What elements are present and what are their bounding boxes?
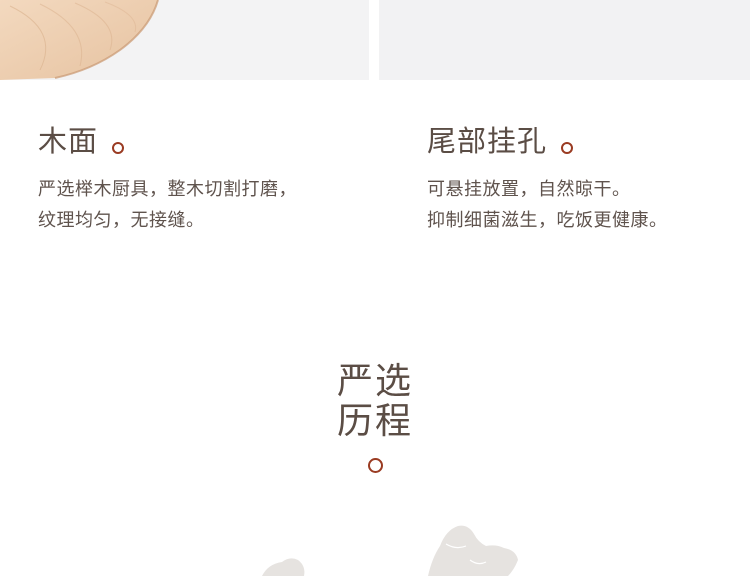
- feature-line: 严选榉木厨具，整木切割打磨，: [38, 179, 297, 200]
- feature-line: 可悬挂放置，自然晾干。: [427, 179, 631, 200]
- feature-description: 可悬挂放置，自然晾干。 抑制细菌滋生，吃饭更健康。: [427, 174, 668, 236]
- section-title-line: 历程: [336, 401, 413, 442]
- ring-icon: [112, 142, 125, 154]
- feature-line: 抑制细菌滋生，吃饭更健康。: [427, 210, 668, 231]
- section-heading: 严选 历程: [0, 362, 750, 473]
- map-illustration: [262, 525, 518, 576]
- feature-description: 严选榉木厨具，整木切割打磨， 纹理均匀，无接缝。: [38, 174, 297, 236]
- feature-title: 尾部挂孔: [427, 124, 548, 158]
- feature-wood-surface: 木面 严选榉木厨具，整木切割打磨， 纹理均匀，无接缝。: [38, 120, 297, 236]
- section-title-line: 严选: [336, 361, 413, 402]
- ring-icon: [561, 142, 574, 154]
- hanging-hole-photo: [379, 0, 750, 80]
- feature-line: 纹理均匀，无接缝。: [38, 210, 205, 231]
- feature-hanging-hole: 尾部挂孔 可悬挂放置，自然晾干。 抑制细菌滋生，吃饭更健康。: [427, 120, 668, 236]
- wood-spatula-photo: [0, 0, 369, 80]
- ring-icon: [367, 458, 383, 473]
- feature-title: 木面: [38, 124, 99, 158]
